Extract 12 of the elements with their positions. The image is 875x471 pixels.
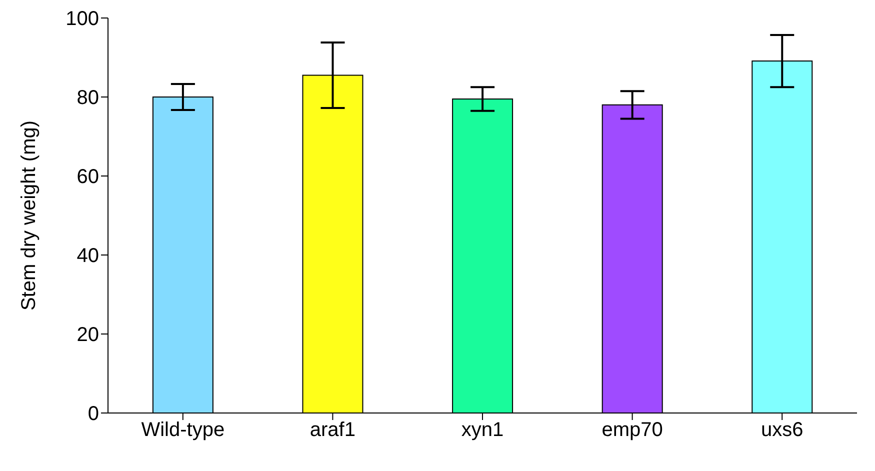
x-tick-label: xyn1: [461, 419, 504, 442]
x-tick-label: Wild-type: [141, 419, 225, 442]
y-tick-label: 40: [76, 245, 99, 268]
y-tick-label: 60: [76, 166, 99, 188]
y-tick-label: 0: [88, 403, 99, 426]
y-axis-title: Stem dry weight (mg): [18, 120, 40, 311]
y-tick-label: 80: [76, 87, 99, 110]
y-tick-label: 20: [76, 324, 99, 346]
y-tick-label: 100: [66, 8, 99, 30]
x-tick-label: emp70: [602, 419, 663, 442]
x-tick-label: araf1: [310, 419, 356, 442]
x-tick-label: uxs6: [760, 419, 804, 442]
